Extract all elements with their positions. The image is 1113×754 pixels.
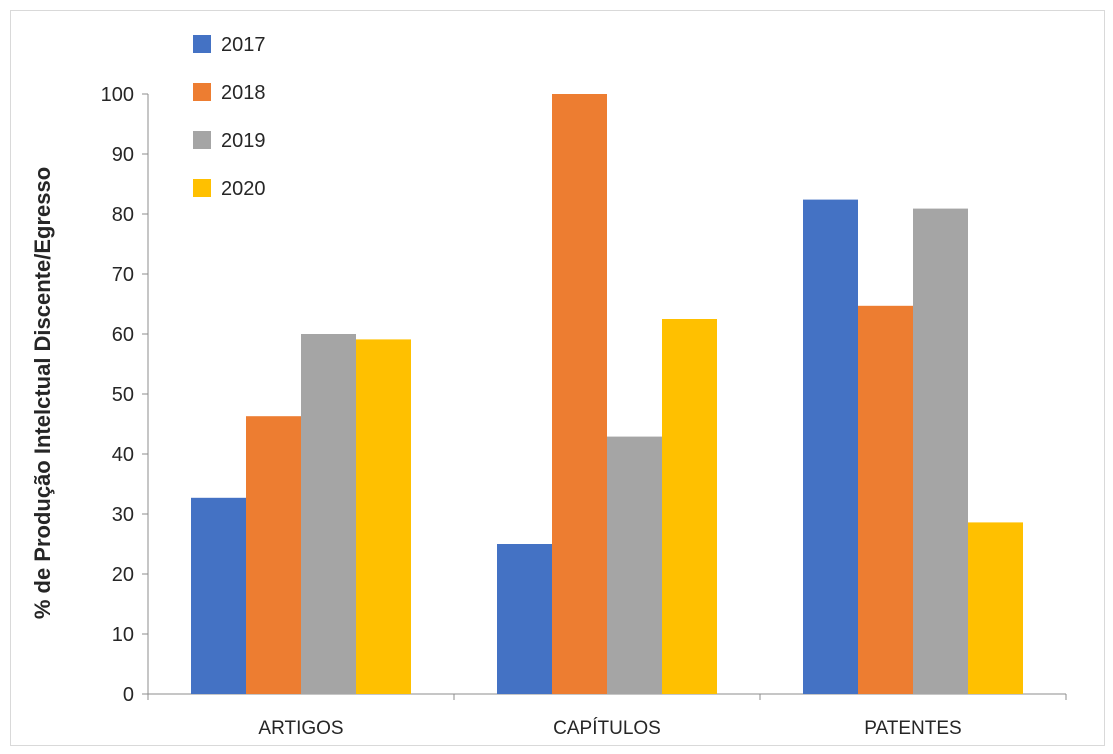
chart-frame xyxy=(10,10,1105,746)
legend-label: 2020 xyxy=(221,178,266,200)
legend-swatch-2018 xyxy=(193,83,211,101)
bar-2019-capítulos xyxy=(607,436,662,694)
bar-2018-capítulos xyxy=(552,94,607,694)
y-tick-label: 10 xyxy=(112,624,134,646)
y-tick-label: 90 xyxy=(112,144,134,166)
bars xyxy=(191,94,1023,694)
legend: 2017 2018 2019 2020 xyxy=(193,34,266,200)
y-tick-label: 60 xyxy=(112,324,134,346)
y-tick-label: 100 xyxy=(101,84,134,106)
axes: 0 10 20 30 40 50 60 70 80 90 100 ARTIGOS CAPÍTULOS PA… xyxy=(101,84,1067,739)
bar-2020-patentes xyxy=(968,522,1023,694)
bar-2017-patentes xyxy=(803,199,858,694)
bar-2018-artigos xyxy=(246,416,301,694)
bar-2020-artigos xyxy=(356,339,411,694)
bar-2018-patentes xyxy=(858,305,913,694)
x-tick-label: PATENTES xyxy=(864,718,961,739)
y-tick-label: 40 xyxy=(112,444,134,466)
bar-2020-capítulos xyxy=(662,319,717,694)
legend-label: 2017 xyxy=(221,34,266,56)
bar-2019-artigos xyxy=(301,334,356,694)
legend-label: 2019 xyxy=(221,130,266,152)
y-tick-label: 70 xyxy=(112,264,134,286)
y-tick-label: 20 xyxy=(112,564,134,586)
legend-swatch-2019 xyxy=(193,131,211,149)
y-tick-label: 30 xyxy=(112,504,134,526)
legend-label: 2018 xyxy=(221,82,266,104)
x-tick-label: CAPÍTULOS xyxy=(553,718,661,739)
y-tick-label: 80 xyxy=(112,204,134,226)
bar-2017-artigos xyxy=(191,497,246,694)
x-tick-label: ARTIGOS xyxy=(258,718,343,739)
bar-2017-capítulos xyxy=(497,544,552,694)
y-axis-label: % de Produção Intelctual Discente/Egress… xyxy=(30,167,55,619)
legend-swatch-2020 xyxy=(193,179,211,197)
legend-swatch-2017 xyxy=(193,35,211,53)
bar-2019-patentes xyxy=(913,208,968,694)
y-tick-label: 0 xyxy=(123,684,134,706)
y-tick-label: 50 xyxy=(112,384,134,406)
